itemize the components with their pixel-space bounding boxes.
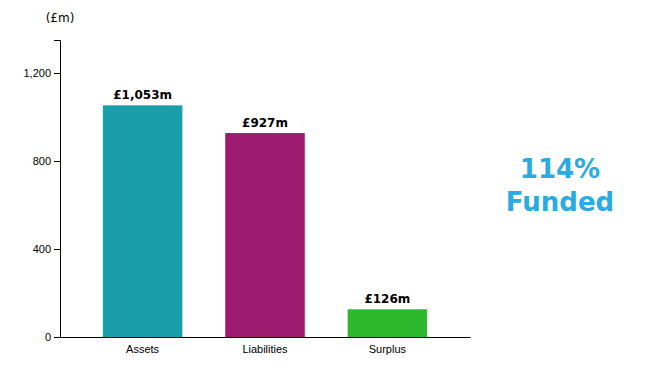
bar xyxy=(225,133,305,337)
x-tick: Assets xyxy=(126,343,160,355)
x-tick-label: Surplus xyxy=(369,343,407,355)
y-tick-label: 0 xyxy=(45,331,51,343)
y-axis: 0 400 800 1,200 xyxy=(23,41,60,344)
y-axis-title: (£m) xyxy=(46,11,75,25)
y-tick-mark xyxy=(54,73,60,74)
chart-svg: 0 400 800 1,200 Assets Liabilities Surplus £1,0… xyxy=(0,0,650,373)
y-axis-line xyxy=(54,41,61,338)
y-tick-label: 400 xyxy=(33,243,51,255)
y-tick-mark xyxy=(54,249,60,250)
y-tick-label: 800 xyxy=(33,155,51,167)
x-axis-line xyxy=(61,337,471,338)
annotation-line: 114% xyxy=(520,154,600,184)
data-label: £126m xyxy=(364,292,410,306)
data-labels: £1,053m £927m £126m xyxy=(113,88,410,306)
y-tick-label: 1,200 xyxy=(23,67,51,79)
plot-area: 0 400 800 1,200 Assets Liabilities Surplus £1,0… xyxy=(23,41,470,355)
x-tick-label: Assets xyxy=(126,343,160,355)
x-tick: Liabilities xyxy=(242,343,288,355)
bar xyxy=(348,309,428,337)
y-tick-mark xyxy=(54,337,60,338)
x-tick: Surplus xyxy=(369,343,407,355)
x-axis: Assets Liabilities Surplus xyxy=(61,338,471,355)
bar xyxy=(103,105,183,337)
y-tick-mark xyxy=(54,161,60,162)
data-label: £927m xyxy=(242,116,288,130)
annotation: 114%Funded xyxy=(506,154,614,217)
x-tick-label: Liabilities xyxy=(242,343,288,355)
bars xyxy=(103,105,427,337)
y-tick: 400 xyxy=(33,243,60,255)
y-tick: 1,200 xyxy=(23,67,60,79)
annotation-line: Funded xyxy=(506,186,614,216)
y-tick: 0 xyxy=(45,331,60,343)
data-label: £1,053m xyxy=(113,88,172,102)
y-tick: 800 xyxy=(33,155,60,167)
